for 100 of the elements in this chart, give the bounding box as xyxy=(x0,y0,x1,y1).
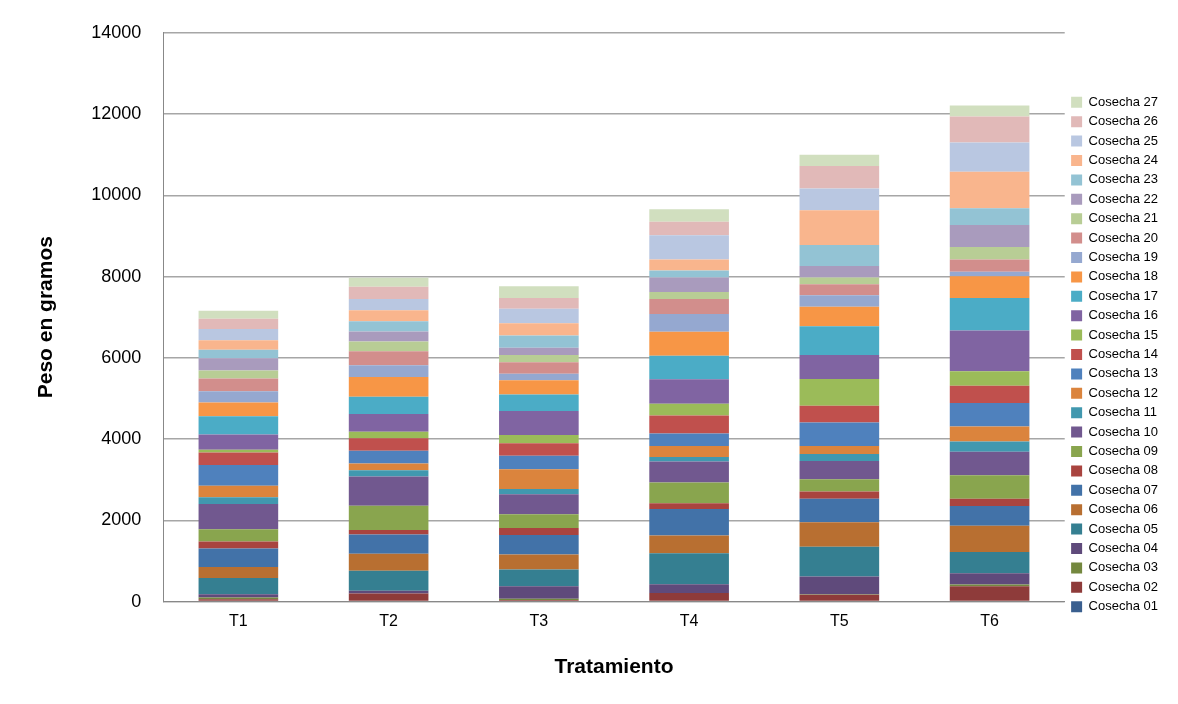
x-axis-title: Tratamiento xyxy=(554,654,674,678)
bar xyxy=(348,476,429,506)
legend-label: Cosecha 03 xyxy=(1088,559,1159,575)
bar xyxy=(649,445,729,457)
bar xyxy=(198,548,279,568)
bar xyxy=(348,376,429,397)
bar xyxy=(649,221,729,236)
y-tick-label: 6000 xyxy=(101,346,142,367)
bar xyxy=(799,445,880,455)
bar xyxy=(949,116,1030,143)
bar xyxy=(649,209,729,222)
bar xyxy=(799,277,880,285)
bar xyxy=(799,210,880,245)
bar xyxy=(649,259,729,271)
bar xyxy=(949,475,1030,499)
bar xyxy=(499,335,579,348)
bar xyxy=(799,546,880,577)
bar xyxy=(949,208,1030,225)
bar xyxy=(348,438,429,451)
bar xyxy=(649,355,729,380)
legend-label: Cosecha 05 xyxy=(1088,520,1159,536)
bar xyxy=(799,266,880,278)
bar xyxy=(198,529,279,542)
y-tick-label: 12000 xyxy=(91,103,142,124)
bar xyxy=(499,298,579,309)
bar xyxy=(799,244,880,267)
legend-label: Cosecha 27 xyxy=(1088,93,1159,109)
bar xyxy=(499,586,579,599)
legend-label: Cosecha 01 xyxy=(1088,598,1159,614)
bar xyxy=(198,402,279,417)
bar xyxy=(499,411,579,436)
bar xyxy=(649,593,729,601)
bar xyxy=(649,270,729,278)
bar xyxy=(348,286,429,299)
bar xyxy=(949,385,1030,403)
legend-label: Cosecha 26 xyxy=(1088,113,1159,129)
bar xyxy=(499,394,579,412)
legend-label: Cosecha 21 xyxy=(1088,210,1159,226)
y-tick-label: 4000 xyxy=(101,428,142,449)
bar xyxy=(198,391,279,403)
bar xyxy=(949,573,1030,585)
bar xyxy=(499,373,579,381)
bar xyxy=(949,506,1030,526)
bar xyxy=(949,171,1030,209)
bar xyxy=(348,570,429,591)
y-tick-label: 14000 xyxy=(91,21,142,42)
legend-label: Cosecha 18 xyxy=(1088,268,1159,284)
bar xyxy=(198,485,279,498)
legend-label: Cosecha 04 xyxy=(1088,540,1159,556)
legend-label: Cosecha 25 xyxy=(1088,132,1159,148)
bar xyxy=(348,530,429,535)
legend-label: Cosecha 15 xyxy=(1088,326,1159,342)
bar xyxy=(649,482,729,504)
bar xyxy=(198,578,279,595)
legend-label: Cosecha 09 xyxy=(1088,443,1159,459)
bar xyxy=(949,426,1030,442)
bar xyxy=(348,470,429,477)
bar xyxy=(649,433,729,446)
bar xyxy=(799,326,880,355)
legend-label: Cosecha 11 xyxy=(1088,404,1158,420)
bar xyxy=(499,569,579,587)
bar xyxy=(348,298,429,311)
bar xyxy=(198,452,279,466)
bar xyxy=(649,508,729,536)
bar xyxy=(949,586,1030,601)
bar xyxy=(799,378,880,406)
bar xyxy=(348,365,429,377)
bar xyxy=(799,491,880,499)
legend-label: Cosecha 08 xyxy=(1088,462,1159,478)
bar xyxy=(649,415,729,434)
bar xyxy=(348,277,429,287)
bar xyxy=(949,552,1030,574)
bar xyxy=(499,362,579,374)
bar xyxy=(348,310,429,322)
bar xyxy=(198,318,279,329)
bar xyxy=(649,313,729,332)
bar xyxy=(198,340,279,350)
bar xyxy=(649,503,729,509)
bar xyxy=(649,235,729,260)
bar xyxy=(649,461,729,483)
legend-label: Cosecha 10 xyxy=(1088,423,1159,439)
y-tick-label: 10000 xyxy=(91,184,142,205)
bar xyxy=(799,166,880,189)
bar xyxy=(499,554,579,570)
bar xyxy=(348,593,429,601)
bar xyxy=(348,413,429,432)
bar xyxy=(198,497,279,505)
bar xyxy=(799,576,880,595)
bar xyxy=(198,416,279,435)
bar xyxy=(198,378,279,392)
bar xyxy=(499,435,579,444)
bar xyxy=(799,188,880,211)
x-tick-label: T2 xyxy=(379,611,399,629)
bar xyxy=(949,105,1030,117)
bar xyxy=(799,454,880,462)
bar xyxy=(649,584,729,594)
bar xyxy=(649,535,729,554)
bar xyxy=(348,534,429,554)
bar xyxy=(198,349,279,359)
bar xyxy=(198,504,279,530)
